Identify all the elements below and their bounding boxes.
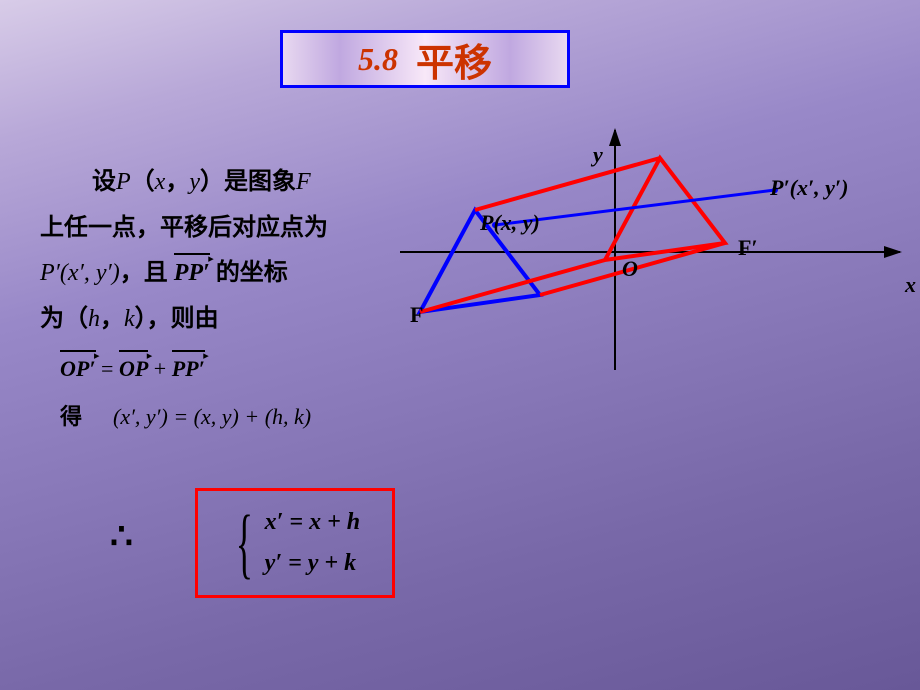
t: + [154, 356, 172, 381]
t: y [189, 169, 200, 195]
brace-icon: { [236, 508, 253, 578]
t: k [124, 306, 135, 332]
t: , [84, 260, 96, 286]
title-number: 5.8 [358, 41, 398, 78]
label-y: y [593, 142, 603, 168]
body-text: 设P（x，y）是图象F 上任一点，平移后对应点为 P′(x′, y′)，且 ▸P… [40, 160, 400, 438]
t: (x′, y′) = (x, y) + (h, k) [113, 404, 311, 429]
translation-diagram: x y O F F′ P(x, y) P′(x′, y′) [390, 120, 920, 390]
result-equations: x′ = x + h y′ = y + k [265, 502, 360, 584]
result-line2: y′ = y + k [265, 543, 360, 584]
t: y′ [96, 260, 112, 286]
result-line1: x′ = x + h [265, 502, 360, 543]
line3: P′(x′, y′)，且 ▸PP′ 的坐标 [40, 251, 400, 297]
t: h [88, 306, 100, 332]
label-Pprime: P′(x′, y′) [770, 175, 848, 201]
label-x: x [905, 272, 916, 298]
t: PP′ [172, 356, 205, 381]
equation-coords: 得 (x′, y′) = (x, y) + (h, k) [60, 396, 400, 438]
equation-vector: ▸OP′ = ▸OP + ▸PP′ [60, 348, 400, 390]
title-box: 5.8 平移 [280, 30, 570, 88]
t: P′ [40, 260, 60, 286]
line1: 设P（x，y）是图象F [40, 160, 400, 206]
t: F [296, 169, 311, 195]
prism-e2 [475, 158, 660, 210]
vector-PP: ▸PP′ [174, 251, 210, 297]
t: = [101, 356, 119, 381]
t: 的坐标 [216, 260, 288, 286]
label-O: O [622, 256, 638, 282]
t: P [116, 169, 131, 195]
t: x′ [68, 260, 84, 286]
label-F: F [410, 302, 423, 328]
t: OP′ [60, 356, 96, 381]
t: ， [100, 306, 124, 332]
t: ） [200, 169, 224, 195]
t: OP [119, 356, 148, 381]
t: ) [112, 260, 120, 286]
t: PP′ [174, 260, 210, 286]
title-text: 平移 [416, 32, 492, 87]
diagram-svg [390, 120, 920, 390]
t: 得 [60, 404, 82, 429]
t: （ [131, 169, 155, 195]
label-P: P(x, y) [480, 210, 540, 236]
t: ），则由 [135, 306, 219, 332]
therefore-symbol: ∴ [110, 515, 133, 557]
line2: 上任一点，平移后对应点为 [40, 206, 400, 252]
t: 设 [92, 169, 116, 195]
t: ，且 [120, 260, 168, 286]
t: x [155, 169, 166, 195]
t: ( [60, 260, 68, 286]
label-Fprime: F′ [738, 235, 758, 261]
line4: 为（h，k），则由 [40, 297, 400, 343]
t: 为（ [40, 306, 88, 332]
t: ， [165, 169, 189, 195]
result-box: { x′ = x + h y′ = y + k [195, 488, 395, 598]
t: 是图象 [224, 169, 296, 195]
